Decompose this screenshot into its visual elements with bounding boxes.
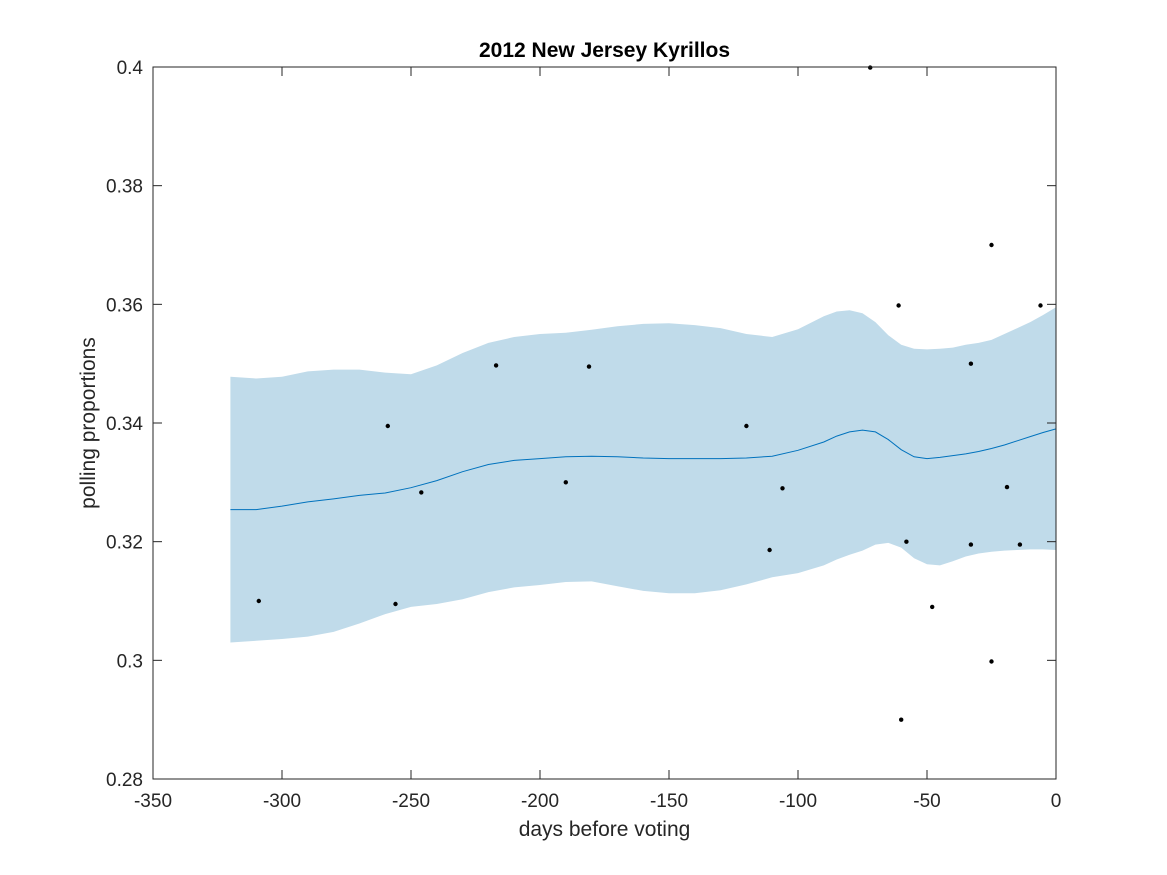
chart-title: 2012 New Jersey Kyrillos — [479, 39, 730, 62]
plot-area — [230, 65, 1057, 722]
data-point — [989, 242, 994, 248]
data-point — [968, 542, 974, 547]
data-point — [1004, 484, 1010, 490]
data-point — [563, 480, 568, 485]
data-point — [493, 363, 499, 368]
x-tick-label: -100 — [779, 791, 817, 812]
data-point — [393, 601, 398, 607]
data-point — [1017, 542, 1023, 547]
y-tick-label: 0.36 — [106, 295, 143, 316]
data-point — [868, 65, 873, 70]
x-tick-label: -150 — [650, 791, 688, 812]
axis-ticks: -350 -300 -250 -200 -150 -100 -50 0 0.28 0.3 0.32 0… — [106, 58, 1061, 812]
data-point — [989, 659, 994, 664]
x-tick-label: -250 — [392, 791, 430, 812]
data-point — [896, 303, 901, 308]
data-point — [419, 490, 424, 495]
data-point — [968, 361, 974, 366]
trend-line — [230, 428, 1057, 511]
y-axis-label: polling proportions — [77, 337, 100, 509]
y-tick-label: 0.28 — [106, 770, 143, 791]
data-point — [780, 486, 785, 491]
y-tick-label: 0.38 — [106, 177, 143, 198]
data-point — [904, 539, 909, 544]
data-point — [744, 423, 749, 429]
y-tick-label: 0.4 — [117, 58, 144, 79]
data-point — [899, 717, 904, 722]
data-point — [586, 364, 592, 369]
x-tick-label: -50 — [913, 791, 940, 812]
y-tick-label: 0.34 — [106, 414, 143, 435]
y-tick-label: 0.3 — [117, 651, 143, 672]
data-point — [930, 604, 935, 610]
data-point — [385, 423, 390, 429]
y-tick-label: 0.32 — [106, 533, 143, 554]
data-point — [1038, 303, 1043, 308]
data-point — [256, 598, 261, 604]
x-tick-label: -350 — [134, 791, 172, 812]
x-tick-label: 0 — [1051, 791, 1062, 812]
data-point — [767, 547, 772, 553]
x-axis-label: days before voting — [519, 818, 691, 841]
x-tick-label: -300 — [263, 791, 301, 812]
x-tick-label: -200 — [521, 791, 559, 812]
confidence-band — [230, 307, 1056, 643]
